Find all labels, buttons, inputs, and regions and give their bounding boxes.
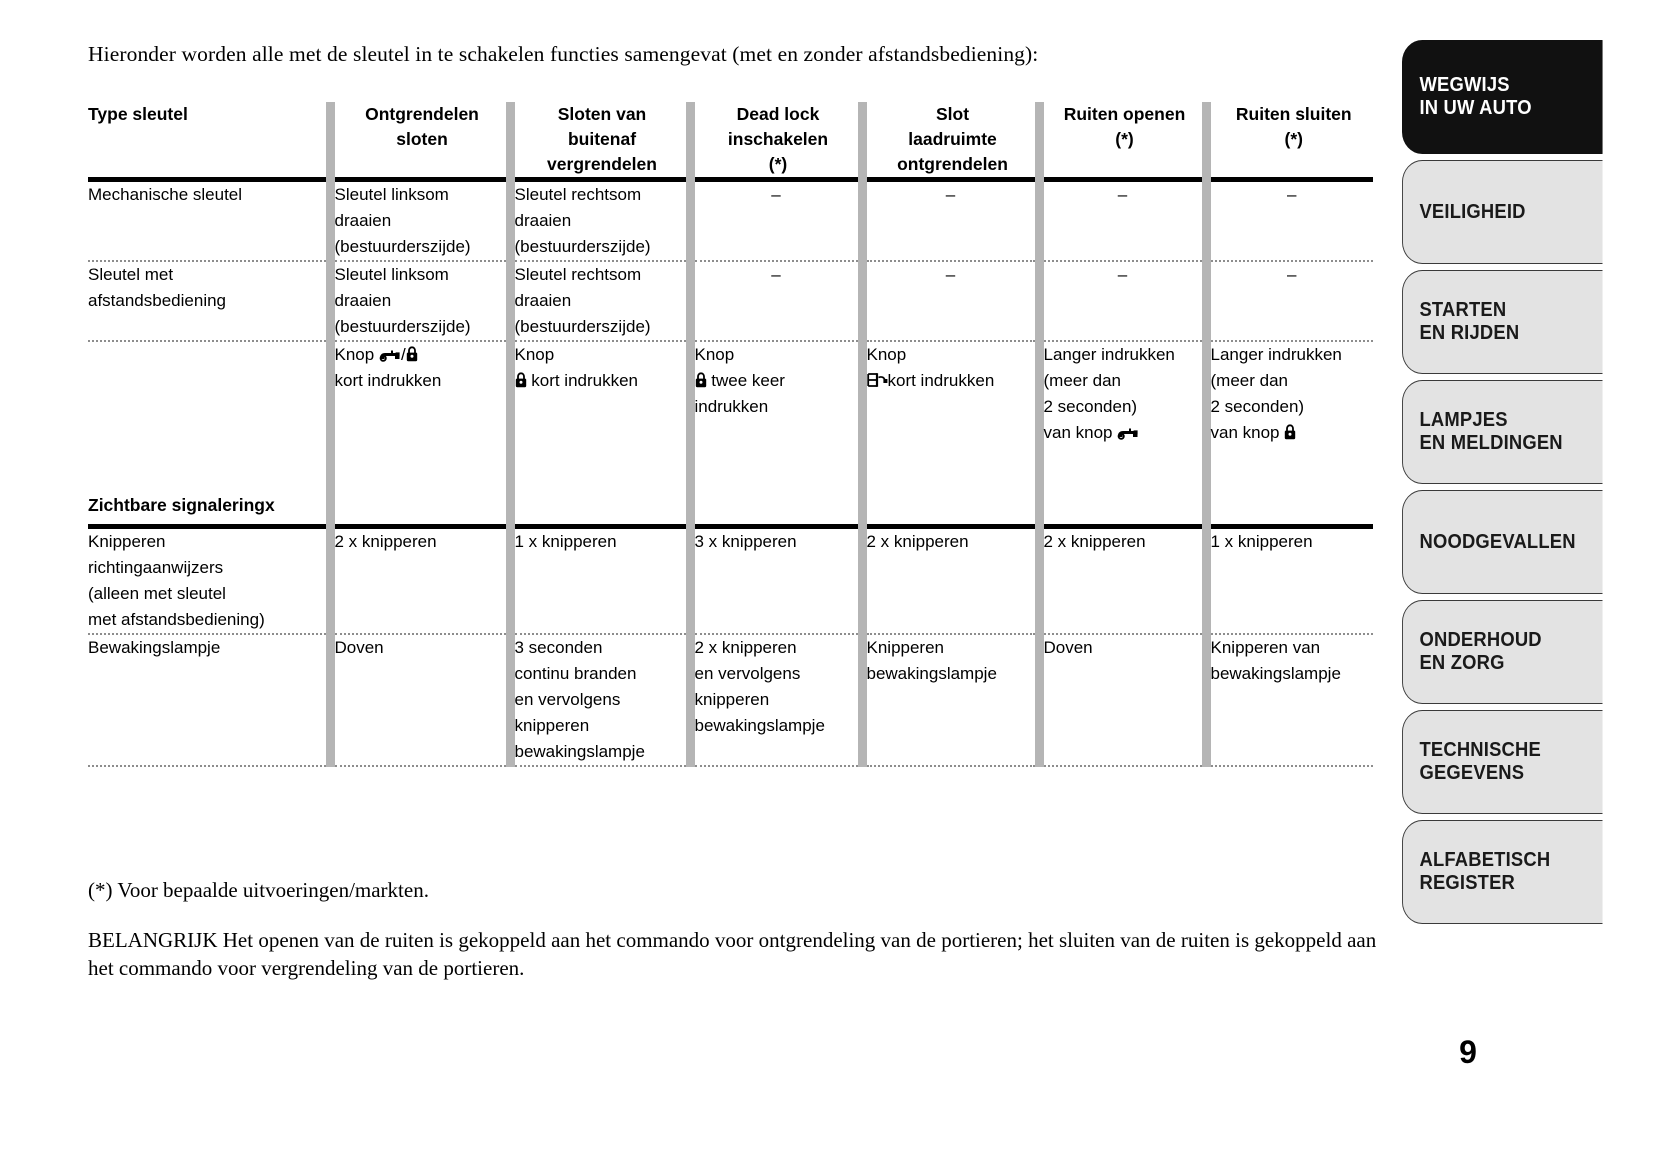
section-heading-row: Zichtbare signaleringx xyxy=(88,492,1373,527)
section-spacer xyxy=(88,446,1373,492)
cell-bewa-deadlock: 2 x knipperen en vervolgens knipperen bewak… xyxy=(685,635,862,766)
cell-afst-vergrendelen: Sleutel rechtsom draaien (bestuurderszijde… xyxy=(505,262,690,341)
tab-technische-gegevens[interactable]: TECHNISCHE GEGEVENS xyxy=(1402,710,1603,814)
page-number: 9 xyxy=(1459,1034,1477,1070)
car-unlock-icon xyxy=(379,347,401,362)
row-label-bewakingslampje: Bewakingslampje xyxy=(88,638,221,657)
section-tab-rail: WEGWIJS IN UW AUTO VEILIGHEID STARTEN EN… xyxy=(1402,40,1620,924)
cell-knop-ruiten-openen: Langer indrukken (meer dan 2 seconden) v… xyxy=(1034,342,1206,446)
important-text: Het openen van de ruiten is gekoppeld aa… xyxy=(88,928,1377,980)
tab-label-line: WEGWIJS xyxy=(1419,74,1510,96)
row-label-knipperen-richtingaanwijzers: Knipperen richtingaanwijzers (alleen met s… xyxy=(88,532,265,629)
section-rule xyxy=(88,524,1373,531)
table-row: Bewakingslampje Doven 3 seconden continu … xyxy=(88,635,1373,766)
cell-mech-laadruimte: – xyxy=(857,182,1039,261)
tab-label-line: VEILIGHEID xyxy=(1419,200,1526,223)
cell-knop-vergrendelen: Knop kort indrukken xyxy=(505,342,690,446)
row-label-mechanische-sleutel: Mechanische sleutel xyxy=(88,185,243,204)
cell-afst-deadlock: – xyxy=(685,262,862,341)
cell-knop-ontgrendelen: Knop / kort indr xyxy=(325,342,510,446)
tab-onderhoud-en-zorg[interactable]: ONDERHOUD EN ZORG xyxy=(1402,600,1603,704)
cell-mech-vergrendelen: Sleutel rechtsom draaien (bestuurderszijde… xyxy=(505,182,690,261)
cell-knop-deadlock: Knop twee keer indrukken xyxy=(685,342,862,446)
lock-icon xyxy=(1284,424,1296,440)
footnote-asterisk: (*) Voor bepaalde uitvoeringen/markten. xyxy=(88,878,429,902)
col-header-ruiten-sluiten: Ruiten sluiten (*) xyxy=(1201,102,1373,180)
footnote-important: BELANGRIJK Het openen van de ruiten is g… xyxy=(88,926,1378,982)
tab-label-line: EN RIJDEN xyxy=(1419,322,1520,344)
section-label-zichtbare-signalering: Zichtbare signaleringx xyxy=(88,495,275,515)
tab-alfabetisch-register[interactable]: ALFABETISCH REGISTER xyxy=(1402,820,1603,924)
tab-lampjes-en-meldingen[interactable]: LAMPJES EN MELDINGEN xyxy=(1402,380,1603,484)
cell-knip-ontgrendelen: 2 x knipperen xyxy=(325,529,510,634)
tab-starten-en-rijden[interactable]: STARTEN EN RIJDEN xyxy=(1402,270,1603,374)
cell-knip-vergrendelen: 1 x knipperen xyxy=(505,529,690,634)
tab-label-line: EN MELDINGEN xyxy=(1419,432,1563,454)
col-header-ruiten-openen: Ruiten openen (*) xyxy=(1034,102,1206,180)
cell-bewa-ruiten-sluiten: Knipperen van bewakingslampje xyxy=(1201,635,1373,766)
tab-label-line: LAMPJES xyxy=(1419,409,1508,431)
row-label-empty xyxy=(88,342,330,446)
tab-noodgevallen[interactable]: NOODGEVALLEN xyxy=(1402,490,1603,594)
key-functions-table: Type sleutel Ontgrendelen sloten Sloten … xyxy=(88,102,1373,768)
cell-afst-laadruimte: – xyxy=(857,262,1039,341)
tab-label-line: STARTEN xyxy=(1419,299,1507,321)
cell-afst-ontgrendelen: Sleutel linksom draaien (bestuurderszijde) xyxy=(325,262,510,341)
table-bottom-rule xyxy=(88,765,1373,768)
cell-knip-ruiten-openen: 2 x knipperen xyxy=(1034,529,1206,634)
table-row: Sleutel met afstandsbediening Sleutel lin… xyxy=(88,262,1373,341)
cell-knip-laadruimte: 2 x knipperen xyxy=(857,529,1039,634)
tab-label-line: GEGEVENS xyxy=(1419,762,1525,784)
tab-veiligheid[interactable]: VEILIGHEID xyxy=(1402,160,1603,264)
tab-label-line: TECHNISCHE xyxy=(1419,739,1541,761)
lock-icon xyxy=(406,346,418,362)
col-header-dead-lock-inschakelen: Dead lock inschakelen (*) xyxy=(685,102,862,180)
cell-bewa-ruiten-openen: Doven xyxy=(1034,635,1206,766)
cell-knop-ruiten-sluiten: Langer indrukken (meer dan 2 seconden) v… xyxy=(1201,342,1373,446)
tab-label-line: EN ZORG xyxy=(1419,652,1505,674)
important-label: BELANGRIJK xyxy=(88,928,218,952)
cell-knop-laadruimte: Knop kort indrukken xyxy=(857,342,1039,446)
cell-mech-deadlock: – xyxy=(685,182,862,261)
page-content: Hieronder worden alle met de sleutel in … xyxy=(88,40,1373,768)
boot-open-icon xyxy=(866,372,888,388)
header-rule xyxy=(88,177,1373,184)
cell-afst-ruiten-sluiten: – xyxy=(1201,262,1373,341)
table-header-row: Type sleutel Ontgrendelen sloten Sloten … xyxy=(88,102,1373,180)
col-header-sloten-van-buitenaf-vergrendelen: Sloten van buitenaf vergrendelen xyxy=(505,102,690,180)
tab-label-line: NOODGEVALLEN xyxy=(1419,530,1576,553)
tab-wegwijs-in-uw-auto[interactable]: WEGWIJS IN UW AUTO xyxy=(1402,40,1603,154)
lock-icon xyxy=(695,372,707,388)
cell-mech-ruiten-sluiten: – xyxy=(1201,182,1373,261)
table-row: Mechanische sleutel Sleutel linksom draai… xyxy=(88,182,1373,261)
tab-label-line: ALFABETISCH xyxy=(1419,849,1551,871)
car-unlock-icon xyxy=(1117,425,1139,440)
cell-afst-ruiten-openen: – xyxy=(1034,262,1206,341)
intro-paragraph: Hieronder worden alle met de sleutel in … xyxy=(88,42,1039,66)
cell-bewa-laadruimte: Knipperen bewakingslampje xyxy=(857,635,1039,766)
table-row: Knipperen richtingaanwijzers (alleen met s… xyxy=(88,529,1373,634)
col-header-ontgrendelen-sloten: Ontgrendelen sloten xyxy=(325,102,510,180)
cell-knip-deadlock: 3 x knipperen xyxy=(685,529,862,634)
table-row: Knop / kort indr xyxy=(88,342,1373,446)
lock-icon xyxy=(515,372,527,388)
row-label-sleutel-met-afstandsbediening: Sleutel met afstandsbediening xyxy=(88,265,227,310)
tab-label-line: IN UW AUTO xyxy=(1419,97,1532,119)
tab-label-line: REGISTER xyxy=(1419,872,1516,894)
tab-label-line: ONDERHOUD xyxy=(1419,629,1542,651)
cell-bewa-ontgrendelen: Doven xyxy=(325,635,510,766)
cell-mech-ontgrendelen: Sleutel linksom draaien (bestuurderszijde) xyxy=(325,182,510,261)
footnotes: (*) Voor bepaalde uitvoeringen/markten. … xyxy=(88,876,1378,982)
col-header-type-sleutel: Type sleutel xyxy=(88,104,188,124)
col-header-slot-laadruimte-ontgrendelen: Slot laadruimte ontgrendelen xyxy=(857,102,1039,180)
cell-mech-ruiten-openen: – xyxy=(1034,182,1206,261)
cell-bewa-vergrendelen: 3 seconden continu branden en vervolgens kn… xyxy=(505,635,690,766)
cell-knip-ruiten-sluiten: 1 x knipperen xyxy=(1201,529,1373,634)
